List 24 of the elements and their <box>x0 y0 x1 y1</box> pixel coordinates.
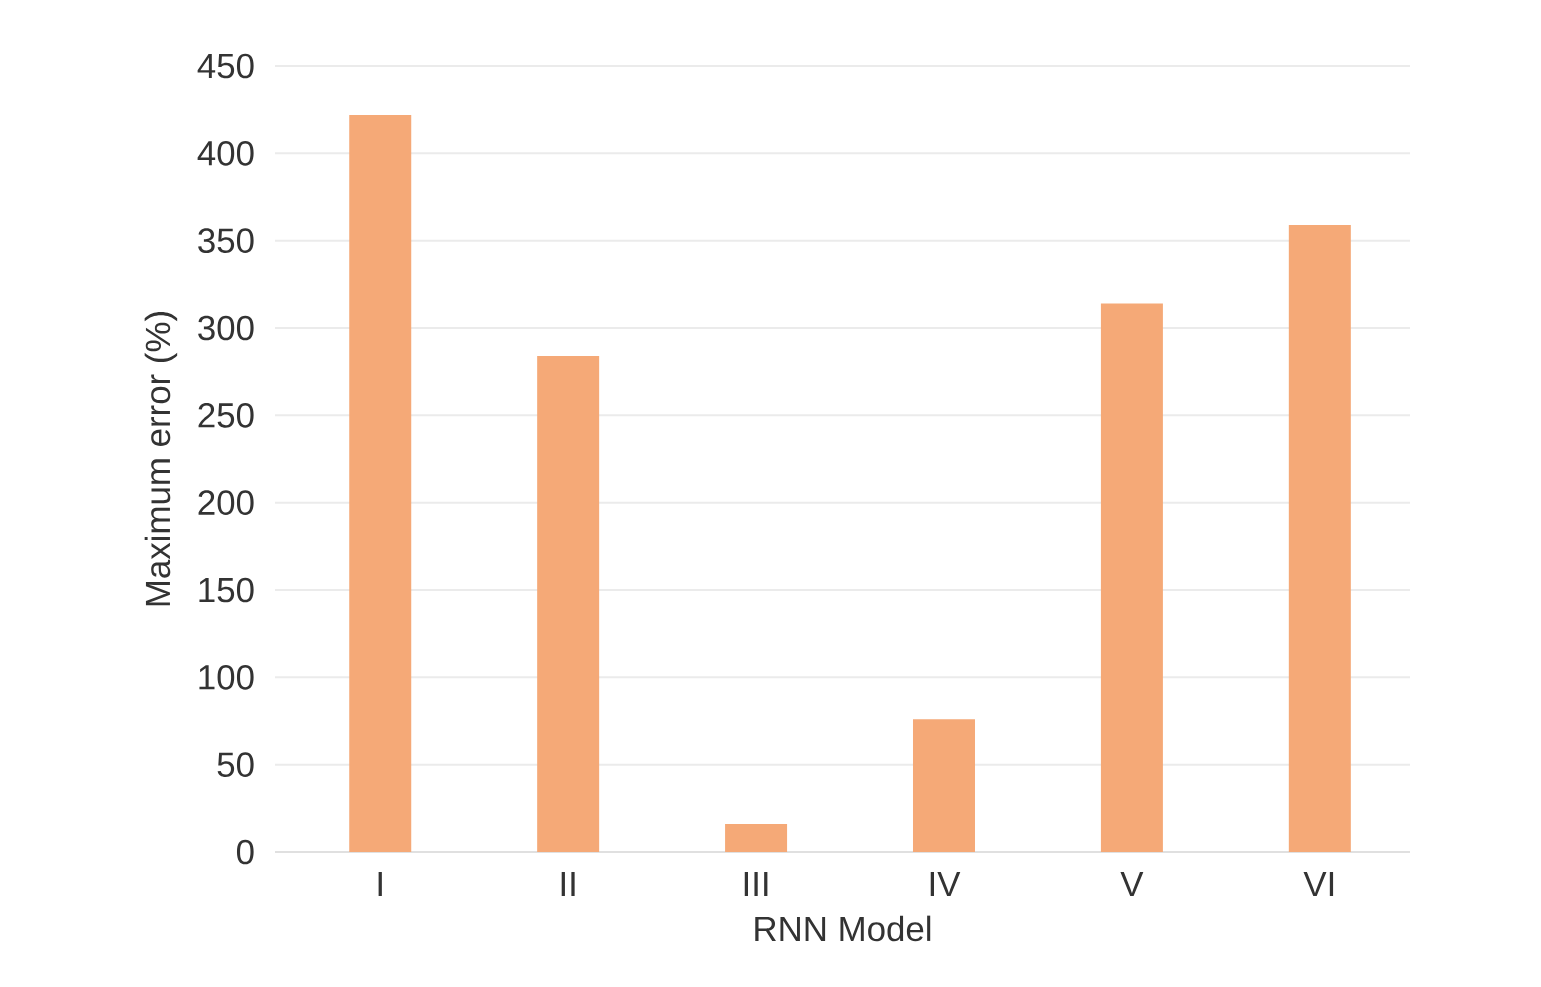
bar <box>912 719 975 852</box>
bar <box>725 824 788 852</box>
bar <box>349 114 412 852</box>
x-tick-label: VI <box>1303 872 1334 897</box>
y-tick-label: 100 <box>199 664 254 690</box>
x-tick-label: I <box>378 872 382 897</box>
x-tick-label: II <box>561 872 575 897</box>
y-tick-label: 50 <box>217 752 254 778</box>
x-axis-title: RNN Model <box>755 915 931 942</box>
y-tick-label: 300 <box>198 315 254 341</box>
bar <box>1288 224 1351 852</box>
y-tick-label: 200 <box>198 490 254 516</box>
y-tick-label: 450 <box>197 53 254 79</box>
y-tick-label: 400 <box>197 140 254 166</box>
bar <box>537 355 600 852</box>
y-tick-label: 250 <box>198 402 254 428</box>
y-tick-label: 0 <box>236 839 254 865</box>
y-tick-label: 350 <box>198 228 254 254</box>
x-tick-label: III <box>744 872 768 897</box>
x-tick-label: IV <box>930 872 961 897</box>
y-axis-title: Maximum error (%) <box>144 312 178 606</box>
x-tick-label: V <box>1120 872 1144 897</box>
y-tick-label: 150 <box>199 577 254 603</box>
bar <box>1100 303 1163 852</box>
